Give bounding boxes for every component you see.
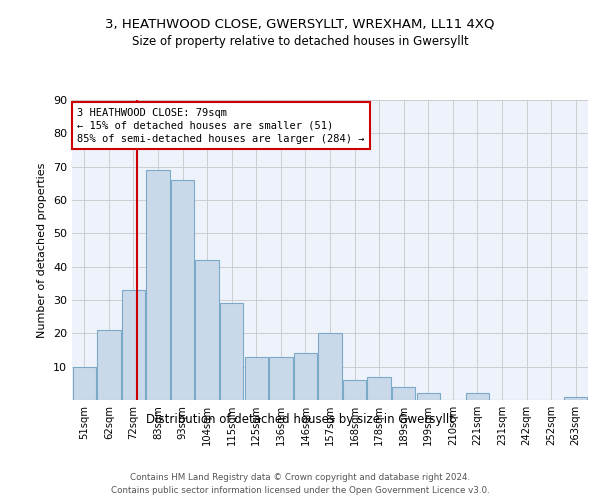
Text: Contains public sector information licensed under the Open Government Licence v3: Contains public sector information licen… [110,486,490,495]
Bar [319,334,341,400]
Y-axis label: Number of detached properties: Number of detached properties [37,162,47,338]
Text: Distribution of detached houses by size in Gwersyllt: Distribution of detached houses by size … [146,412,454,426]
Bar [146,170,170,400]
Text: Contains HM Land Registry data © Crown copyright and database right 2024.: Contains HM Land Registry data © Crown c… [130,472,470,482]
Bar [564,396,587,400]
Bar [392,386,415,400]
Bar [73,366,96,400]
Bar [245,356,268,400]
Bar [171,180,194,400]
Bar [196,260,219,400]
Bar [367,376,391,400]
Bar [122,290,145,400]
Bar [97,330,121,400]
Text: 3 HEATHWOOD CLOSE: 79sqm
← 15% of detached houses are smaller (51)
85% of semi-d: 3 HEATHWOOD CLOSE: 79sqm ← 15% of detach… [77,108,365,144]
Bar [416,394,440,400]
Text: Size of property relative to detached houses in Gwersyllt: Size of property relative to detached ho… [131,35,469,48]
Bar [294,354,317,400]
Bar [220,304,244,400]
Bar [466,394,489,400]
Text: 3, HEATHWOOD CLOSE, GWERSYLLT, WREXHAM, LL11 4XQ: 3, HEATHWOOD CLOSE, GWERSYLLT, WREXHAM, … [105,18,495,30]
Bar [269,356,293,400]
Bar [343,380,366,400]
